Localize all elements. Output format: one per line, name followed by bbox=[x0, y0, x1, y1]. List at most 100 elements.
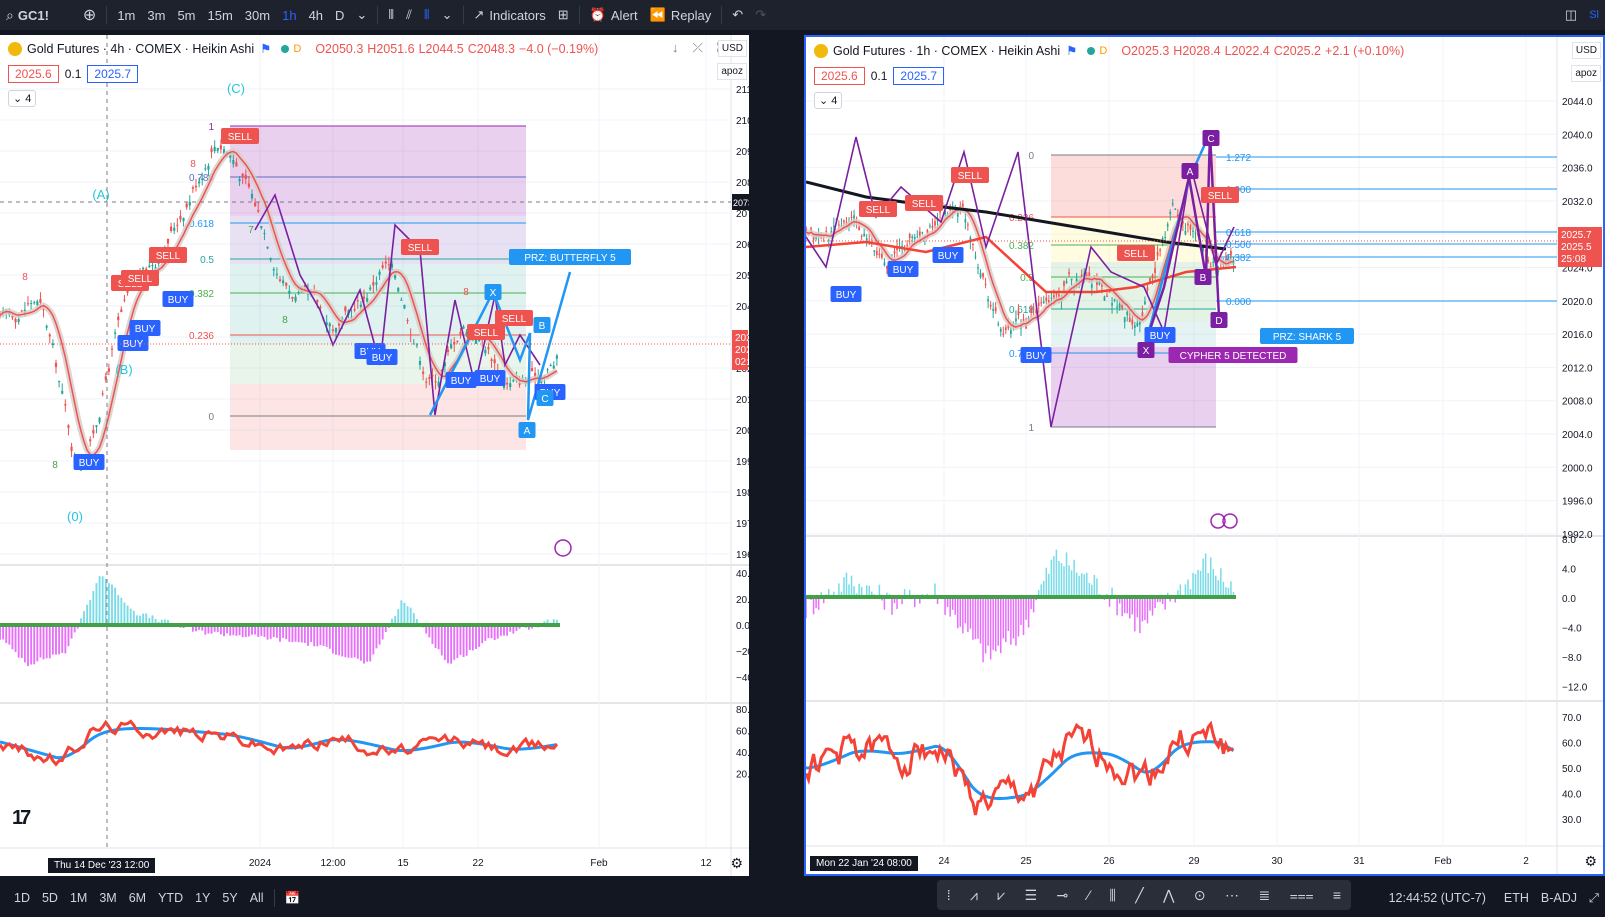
candle-body bbox=[1009, 329, 1012, 335]
download-icon[interactable]: ↓ bbox=[672, 40, 679, 55]
candle-body bbox=[45, 325, 48, 328]
trendline-icon[interactable]: ⁄ bbox=[1087, 887, 1090, 903]
interval-dropdown[interactable]: ⌄ bbox=[350, 0, 373, 30]
alert-button[interactable]: ⏰ Alert bbox=[584, 0, 644, 30]
date-range-button[interactable]: 📅 bbox=[279, 891, 307, 906]
sell-price-button[interactable]: 2025.6 bbox=[814, 67, 865, 85]
indicator-tools-icon[interactable]: ⫼ bbox=[1109, 886, 1116, 903]
last-price-a: 2025.7 bbox=[735, 333, 749, 344]
range-1d[interactable]: 1D bbox=[14, 891, 30, 905]
settings-gear-icon[interactable]: ⚙ bbox=[1584, 853, 1597, 869]
candle-body bbox=[465, 331, 468, 336]
buy-price-button[interactable]: 2025.7 bbox=[893, 67, 945, 85]
interval-D[interactable]: D bbox=[335, 7, 345, 23]
range-all[interactable]: All bbox=[249, 891, 264, 905]
trade-boxes: 2025.6 0.1 2025.7 bbox=[814, 67, 945, 85]
sell-price-button[interactable]: 2025.6 bbox=[8, 65, 59, 83]
candle-body bbox=[506, 382, 509, 385]
interval-30m[interactable]: 30m bbox=[244, 7, 271, 23]
chart-panel-right[interactable]: 2044.02040.02036.02032.02028.02024.02020… bbox=[804, 35, 1605, 876]
fib-channel-icon[interactable]: ≣ bbox=[1258, 886, 1271, 903]
candle-body bbox=[58, 381, 61, 383]
currency-select[interactable]: USD bbox=[1571, 42, 1601, 59]
interval-15m[interactable]: 15m bbox=[207, 7, 233, 23]
price-tick: 2004.0 bbox=[1562, 430, 1593, 441]
candles-button[interactable]: ⦀ bbox=[382, 0, 400, 30]
candle-body bbox=[456, 340, 459, 342]
candle-body bbox=[92, 430, 95, 434]
layout-button[interactable]: ◫ bbox=[1559, 0, 1583, 30]
xabcd-pattern-icon[interactable]: ⩘ bbox=[969, 886, 978, 903]
ray-icon[interactable]: ╱ bbox=[1135, 886, 1144, 903]
session-label[interactable]: ETH bbox=[1503, 891, 1529, 905]
panel-bg bbox=[0, 35, 749, 876]
interval-3m[interactable]: 3m bbox=[147, 7, 166, 23]
range-6m[interactable]: 6M bbox=[128, 891, 147, 905]
candle-body bbox=[36, 301, 39, 306]
buy-tag: BUY bbox=[1150, 331, 1171, 342]
indicator-collapse-button[interactable]: ⌄ 4 bbox=[814, 92, 843, 109]
currency-select[interactable]: USD bbox=[717, 40, 747, 57]
buy-tag-bg bbox=[162, 291, 194, 307]
fullscreen-icon[interactable]: ⤢ bbox=[1588, 890, 1599, 905]
pattern-label: PRZ: SHARK 5 bbox=[1273, 332, 1342, 343]
interval-4h[interactable]: 4h bbox=[308, 7, 324, 23]
undo-button[interactable]: ↶ bbox=[726, 0, 749, 30]
interval-1h[interactable]: 1h bbox=[282, 7, 297, 23]
range-5d[interactable]: 5D bbox=[41, 891, 58, 905]
pattern-label: X bbox=[490, 288, 497, 299]
range-1y[interactable]: 1Y bbox=[195, 891, 211, 905]
abcd-pattern-icon[interactable]: ⩗ bbox=[997, 886, 1006, 903]
divider bbox=[377, 6, 379, 24]
path-icon[interactable]: ⋯ bbox=[1225, 886, 1240, 903]
horizontal-line-icon[interactable]: ⊸ bbox=[1056, 886, 1069, 903]
scale-mode-select[interactable]: apoz bbox=[1571, 65, 1601, 82]
last-price-b: 2025.5 bbox=[1561, 242, 1592, 253]
rsi-tick: 40.0 bbox=[736, 748, 749, 759]
replay-button[interactable]: ⏪ Replay bbox=[644, 0, 718, 30]
heikin-ashi-button[interactable]: ⦀ bbox=[418, 0, 436, 30]
range-1m[interactable]: 1M bbox=[69, 891, 88, 905]
candle-body bbox=[1166, 224, 1169, 227]
compare-add-button[interactable]: ⊕ bbox=[77, 0, 102, 30]
indicators-button[interactable]: ↗ Indicators bbox=[468, 0, 552, 30]
chart-type-button[interactable]: ⫽ bbox=[400, 0, 418, 30]
gold-symbol-icon bbox=[8, 41, 22, 56]
buy-tag: BUY bbox=[451, 376, 472, 387]
candle-body bbox=[194, 185, 198, 188]
drag-handle-icon[interactable]: ⁞ bbox=[946, 887, 951, 903]
range-ytd[interactable]: YTD bbox=[158, 891, 184, 905]
chart-panel-left[interactable]: 2110.0 2100.0 2090.0 2080.0 2070.0 2060.0 2050… bbox=[0, 35, 749, 876]
symbol-search[interactable]: ⌕ GC1! bbox=[0, 0, 55, 30]
adjustment-label[interactable]: B-ADJ bbox=[1540, 891, 1577, 905]
settings-gear-icon[interactable]: ⚙ bbox=[730, 855, 743, 871]
scale-mode-select[interactable]: apoz bbox=[717, 63, 747, 80]
chart-canvas-right[interactable]: 2044.02040.02036.02032.02028.02024.02020… bbox=[806, 37, 1603, 874]
range-5y[interactable]: 5Y bbox=[222, 891, 238, 905]
chart-canvas-left[interactable]: 2110.0 2100.0 2090.0 2080.0 2070.0 2060.0 2050… bbox=[0, 35, 749, 876]
close-icon[interactable]: ⤫ bbox=[692, 40, 703, 55]
flag-icon[interactable]: ⚑ bbox=[1066, 44, 1078, 58]
menu-icon[interactable]: ≡ bbox=[1332, 887, 1342, 903]
candle-body bbox=[1090, 284, 1093, 288]
sell-tag-bg bbox=[121, 270, 159, 286]
fib-retracement-icon[interactable]: ☰ bbox=[1024, 886, 1038, 903]
indicator-collapse-button[interactable]: ⌄ 4 bbox=[8, 90, 37, 107]
parallel-channel-icon[interactable]: ⩶ bbox=[1289, 886, 1314, 903]
sell-tag-bg bbox=[221, 128, 259, 144]
interval-1m[interactable]: 1m bbox=[117, 7, 136, 23]
pattern-label: C bbox=[1207, 134, 1214, 145]
cycle-icon[interactable]: ⊙ bbox=[1193, 886, 1206, 903]
elliott-wave-icon[interactable]: ⋀ bbox=[1163, 886, 1175, 903]
flag-icon[interactable]: ⚑ bbox=[260, 42, 272, 56]
range-3m[interactable]: 3M bbox=[99, 891, 117, 905]
redo-button[interactable]: ↷ bbox=[749, 0, 772, 30]
interval-5m[interactable]: 5m bbox=[177, 7, 196, 23]
buy-tag-bg bbox=[1144, 327, 1176, 343]
fib-label: 0 bbox=[1028, 151, 1034, 162]
clock-label[interactable]: 12:44:52 (UTC-7) bbox=[1388, 891, 1486, 905]
templates-button[interactable]: ⊞ bbox=[552, 0, 575, 30]
buy-price-button[interactable]: 2025.7 bbox=[87, 65, 139, 83]
candle-body bbox=[1111, 303, 1113, 306]
chart-type-dropdown[interactable]: ⌄ bbox=[436, 0, 459, 30]
